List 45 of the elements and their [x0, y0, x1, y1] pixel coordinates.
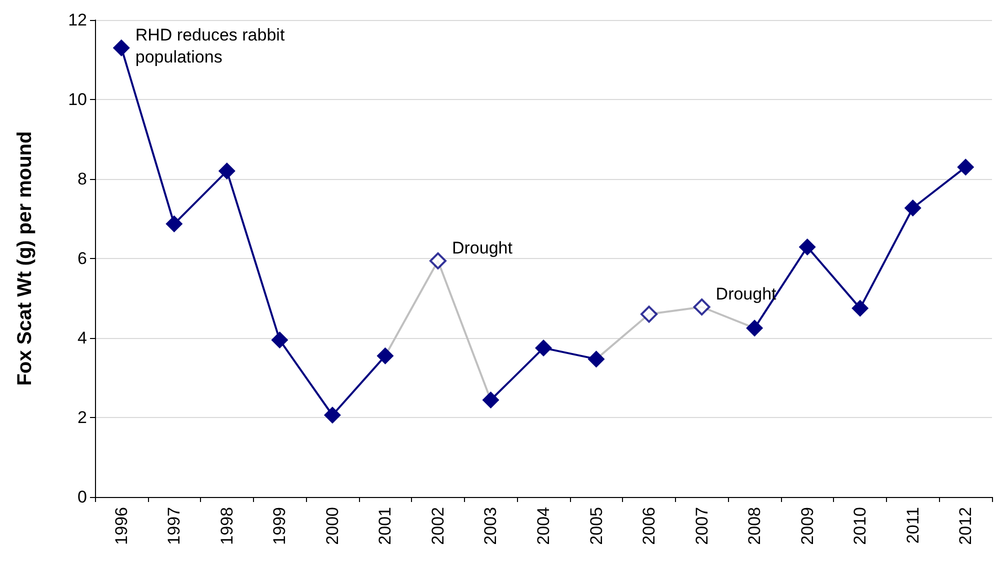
x-tick-label: 2009: [798, 507, 817, 545]
x-tick-label: 2000: [322, 507, 342, 545]
x-tick-label: 2006: [640, 507, 659, 545]
x-tick-label: 2012: [956, 507, 976, 545]
point: [376, 347, 394, 364]
point: [271, 331, 288, 348]
point: [904, 200, 922, 217]
x-tick-label: 2007: [692, 507, 712, 545]
point: [957, 158, 974, 176]
annotation: RHD reduces rabbit populations: [135, 25, 285, 66]
point: [324, 406, 341, 424]
annotation: Drought: [716, 284, 777, 304]
y-tick-label: 4: [78, 328, 87, 348]
annotation: Drought: [452, 238, 513, 258]
y-tick-label: 2: [78, 408, 87, 427]
x-tick-label: 1998: [217, 507, 236, 545]
point: [535, 339, 552, 356]
x-tick-label: 2004: [534, 507, 553, 545]
point: [693, 298, 710, 316]
point: [112, 39, 130, 56]
point: [588, 350, 605, 368]
x-tick-label: 1999: [270, 507, 290, 545]
x-tick-label: 2005: [586, 507, 606, 545]
y-tick-label: 0: [78, 488, 87, 506]
x-tick-label: 1996: [112, 507, 131, 545]
y-tick-label: 12: [68, 10, 87, 30]
x-tick-label: 2001: [376, 507, 395, 545]
x-tick-label: 1997: [164, 507, 184, 545]
x-tick-label: 2003: [481, 507, 500, 545]
point: [852, 300, 869, 317]
y-tick-label: 10: [68, 90, 87, 109]
y-axis-title: Fox Scat Wt (g) per mound: [14, 131, 36, 386]
x-tick-label: 2008: [745, 507, 764, 545]
point: [482, 392, 500, 409]
x-tick-label: 2010: [850, 507, 870, 545]
point: [798, 238, 816, 256]
y-tick-label: 8: [78, 170, 87, 188]
x-tick-label: 2011: [903, 507, 922, 544]
x-tick-label: 2002: [428, 507, 448, 545]
y-tick-label: 6: [78, 249, 87, 268]
point: [218, 162, 236, 180]
point: [640, 306, 658, 323]
point: [166, 215, 183, 232]
point: [746, 320, 764, 337]
point: [429, 252, 446, 270]
